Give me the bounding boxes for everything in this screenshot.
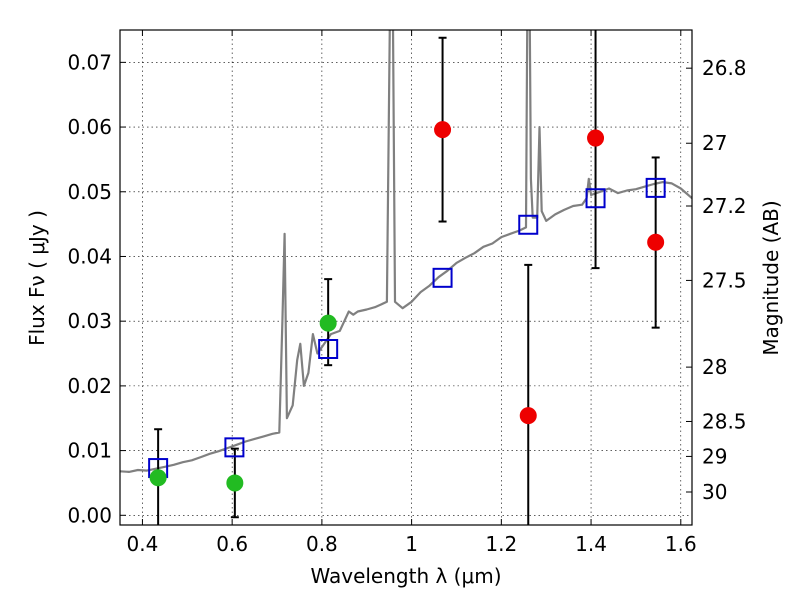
- y2-axis-label: Magnitude (AB): [759, 200, 783, 355]
- model-points-layer: [148, 177, 666, 479]
- observed-points-layer: [149, 121, 665, 492]
- x-tick-label: 1: [405, 532, 418, 556]
- red-point: [647, 233, 665, 251]
- model-point: [224, 437, 245, 458]
- y-tick-label: 0.02: [67, 374, 112, 398]
- y-tick-label: 0.04: [67, 244, 112, 268]
- y2-tick-label: 28.5: [702, 409, 747, 433]
- x-tick-label: 1.6: [665, 532, 697, 556]
- y2-axis-ticks: 26.8 27 27.2 27.5 28 28.5 29 30: [686, 56, 747, 504]
- y-tick-label: 0.07: [67, 50, 112, 74]
- spectrum-layer: [120, 30, 692, 473]
- plot-frame: [119, 29, 693, 526]
- green-point: [149, 469, 167, 487]
- x-tick-label: 0.4: [127, 532, 159, 556]
- red-point: [519, 407, 537, 425]
- y-tick-label: 0.05: [67, 180, 112, 204]
- x-axis-ticks: 0.4 0.6 0.8 1 1.2 1.4 1.6: [127, 30, 697, 556]
- spectrum-line: [120, 30, 692, 473]
- red-point: [587, 129, 605, 147]
- y2-tick-label: 27.2: [702, 194, 747, 218]
- x-tick-label: 0.8: [306, 532, 338, 556]
- model-point: [585, 188, 606, 209]
- y-axis-label: Flux Fν ( μJy ): [25, 210, 49, 346]
- x-tick-label: 0.6: [216, 532, 248, 556]
- model-point: [432, 267, 453, 288]
- model-point: [645, 177, 666, 198]
- red-point: [434, 121, 452, 139]
- model-point: [318, 339, 339, 359]
- y2-tick-label: 29: [702, 444, 727, 468]
- y-tick-label: 0.06: [67, 115, 112, 139]
- y-axis-ticks: 0.00 0.01 0.02 0.03 0.04 0.05 0.06 0.07: [67, 50, 126, 527]
- y-tick-label: 0.03: [67, 309, 112, 333]
- y-tick-label: 0.00: [67, 503, 112, 527]
- y-tick-label: 0.01: [67, 439, 112, 463]
- green-point: [319, 314, 337, 332]
- grid-layer: [120, 30, 692, 525]
- x-tick-label: 1.4: [575, 532, 607, 556]
- x-axis-label: Wavelength λ (μm): [310, 564, 501, 588]
- y2-tick-label: 28: [702, 355, 727, 379]
- y2-tick-label: 26.8: [702, 56, 747, 80]
- y2-tick-label: 27.5: [702, 268, 747, 292]
- y2-tick-label: 30: [702, 480, 727, 504]
- x-tick-label: 1.2: [485, 532, 517, 556]
- green-point: [226, 474, 244, 492]
- y2-tick-label: 27: [702, 131, 727, 155]
- model-point: [518, 214, 539, 235]
